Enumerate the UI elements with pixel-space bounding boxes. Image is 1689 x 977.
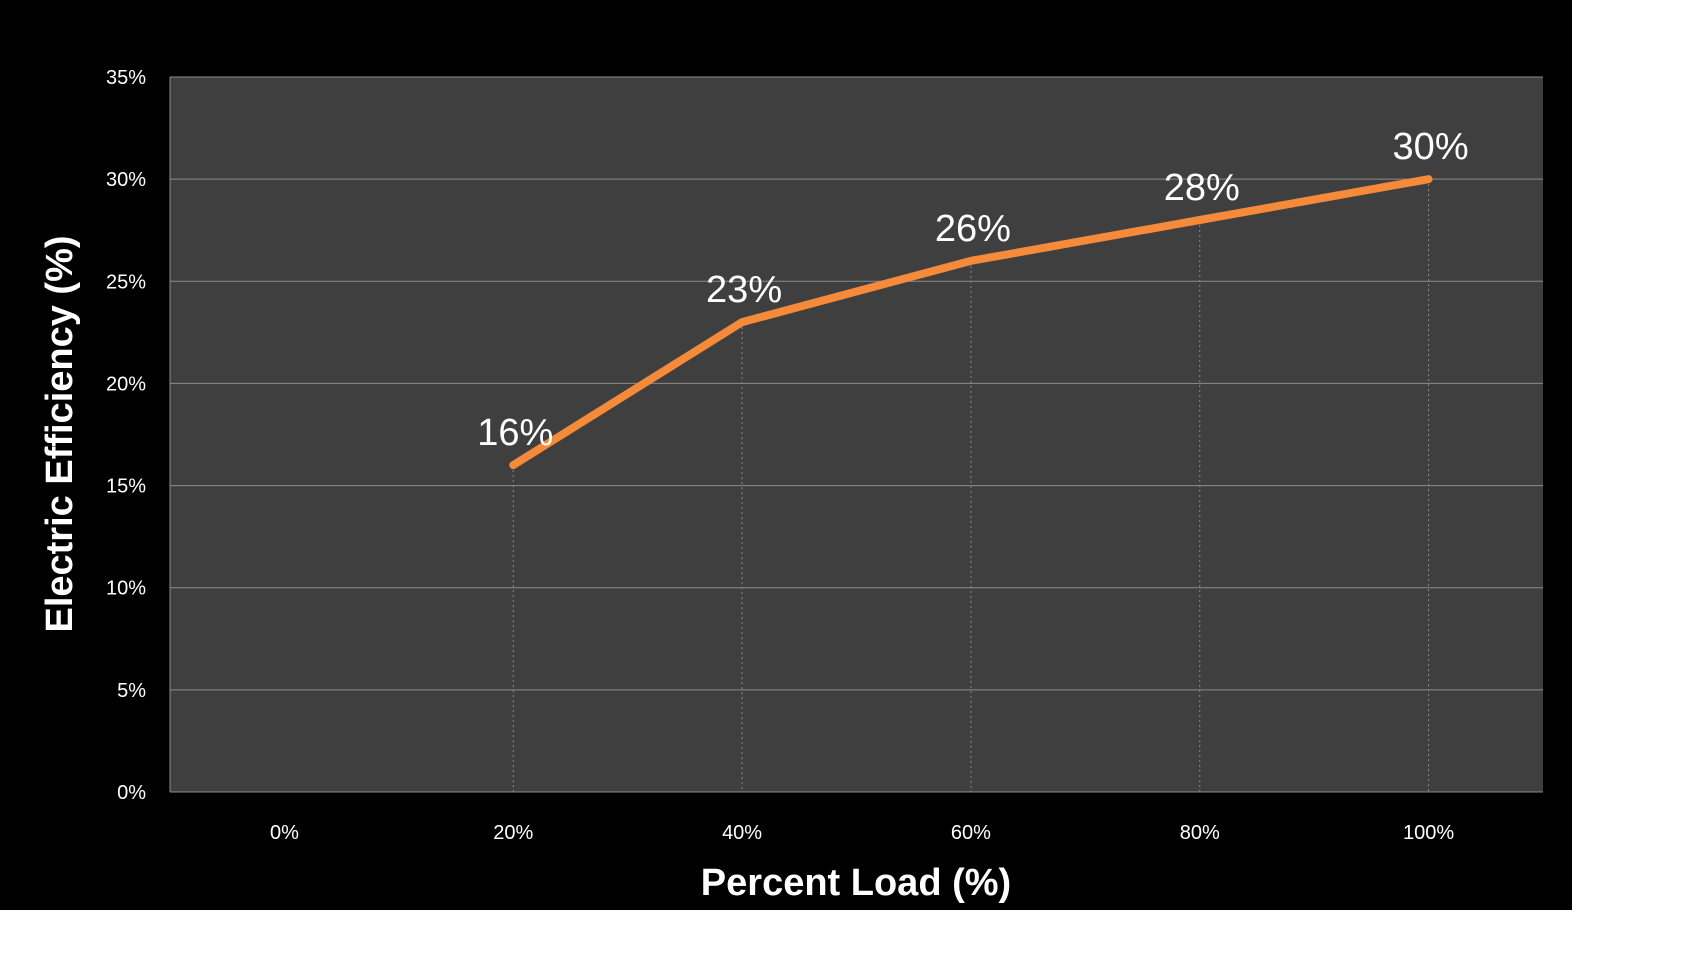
y-axis-title: Electric Efficiency (%) — [39, 235, 81, 632]
data-label: 16% — [477, 412, 553, 454]
y-tick-label: 10% — [106, 578, 146, 600]
series-line-0 — [509, 175, 1433, 470]
data-label: 23% — [706, 269, 782, 311]
x-tick-label: 60% — [951, 822, 991, 844]
data-label: 30% — [1393, 126, 1469, 168]
drop-lines — [512, 179, 1430, 792]
chart-frame: 0% 5% 10% 15% 20% 25% 30% 35% 0% 20% 40% 60% 80% 100… — [0, 0, 1572, 910]
data-label: 28% — [1164, 167, 1240, 209]
y-tick-label: 0% — [117, 782, 146, 804]
gridlines — [170, 76, 1543, 691]
x-tick-label: 0% — [270, 822, 299, 844]
y-tick-label: 5% — [117, 680, 146, 702]
series-layer — [509, 175, 1433, 470]
x-tick-label: 80% — [1180, 822, 1220, 844]
y-tick-label: 30% — [106, 169, 146, 191]
data-label: 26% — [935, 208, 1011, 250]
y-tick-label: 15% — [106, 476, 146, 498]
x-axis-title: Percent Load (%) — [701, 862, 1011, 904]
y-tick-label: 35% — [106, 67, 146, 89]
x-tick-labels: 0% 20% 40% 60% 80% 100% — [270, 822, 1454, 844]
x-tick-label: 40% — [722, 822, 762, 844]
x-tick-label: 20% — [493, 822, 533, 844]
line-chart: 0% 5% 10% 15% 20% 25% 30% 35% 0% 20% 40% 60% 80% 100… — [39, 67, 1543, 904]
y-tick-label: 20% — [106, 373, 146, 395]
x-tick-label: 100% — [1403, 822, 1454, 844]
y-tick-labels: 0% 5% 10% 15% 20% 25% 30% 35% — [106, 67, 146, 804]
y-tick-label: 25% — [106, 271, 146, 293]
plot-area — [170, 77, 1543, 792]
data-labels: 16% 23% 26% 28% 30% — [477, 126, 1468, 454]
